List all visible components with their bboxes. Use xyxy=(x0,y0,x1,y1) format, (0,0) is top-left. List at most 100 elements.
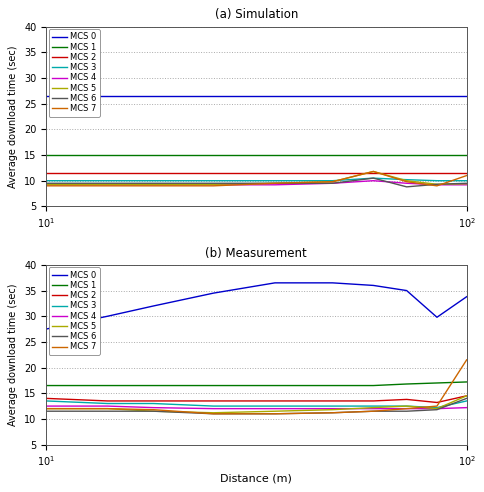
MCS 2 xyxy=(464,170,469,176)
MCS 7 xyxy=(151,183,156,189)
Line: MCS 0: MCS 0 xyxy=(46,283,467,329)
Legend: MCS 0, MCS 1, MCS 2, MCS 3, MCS 4, MCS 5, MCS 6, MCS 7: MCS 0, MCS 1, MCS 2, MCS 3, MCS 4, MCS 5… xyxy=(48,29,100,117)
MCS 5 xyxy=(211,410,216,416)
Line: MCS 5: MCS 5 xyxy=(46,396,467,413)
MCS 3 xyxy=(464,398,469,404)
Line: MCS 3: MCS 3 xyxy=(46,178,467,181)
MCS 0 xyxy=(211,290,216,296)
MCS 3 xyxy=(211,178,216,184)
MCS 5 xyxy=(434,182,440,187)
MCS 0 xyxy=(464,93,469,99)
MCS 5 xyxy=(404,403,409,409)
MCS 1 xyxy=(330,383,335,389)
MCS 7 xyxy=(464,357,469,363)
MCS 3 xyxy=(211,403,216,409)
MCS 0 xyxy=(211,93,216,99)
MCS 5 xyxy=(272,408,278,414)
MCS 2 xyxy=(151,170,156,176)
Y-axis label: Average download time (sec): Average download time (sec) xyxy=(8,45,18,188)
MCS 4 xyxy=(434,182,440,188)
MCS 2 xyxy=(211,398,216,404)
MCS 4 xyxy=(151,182,156,188)
MCS 4 xyxy=(43,403,49,409)
MCS 4 xyxy=(272,182,278,188)
MCS 7 xyxy=(43,406,49,412)
MCS 6 xyxy=(211,411,216,417)
MCS 4 xyxy=(404,180,409,186)
MCS 5 xyxy=(43,406,49,412)
MCS 3 xyxy=(330,403,335,409)
MCS 7 xyxy=(434,403,440,409)
MCS 2 xyxy=(434,400,440,405)
MCS 6 xyxy=(330,180,335,186)
MCS 6 xyxy=(43,408,49,414)
MCS 3 xyxy=(43,398,49,404)
MCS 5 xyxy=(105,182,110,187)
MCS 3 xyxy=(43,178,49,184)
MCS 4 xyxy=(105,182,110,188)
MCS 3 xyxy=(330,178,335,184)
MCS 7 xyxy=(43,183,49,189)
MCS 0 xyxy=(43,326,49,332)
MCS 5 xyxy=(151,182,156,187)
MCS 4 xyxy=(43,182,49,188)
MCS 7 xyxy=(211,183,216,189)
MCS 6 xyxy=(330,410,335,416)
MCS 1 xyxy=(43,152,49,158)
MCS 4 xyxy=(151,405,156,411)
MCS 1 xyxy=(43,383,49,389)
MCS 2 xyxy=(330,170,335,176)
MCS 0 xyxy=(151,303,156,309)
MCS 3 xyxy=(272,403,278,409)
MCS 6 xyxy=(272,411,278,417)
MCS 3 xyxy=(151,400,156,406)
MCS 6 xyxy=(370,408,376,414)
MCS 6 xyxy=(434,407,440,413)
MCS 5 xyxy=(330,407,335,413)
MCS 0 xyxy=(151,93,156,99)
MCS 4 xyxy=(464,405,469,411)
MCS 1 xyxy=(151,383,156,389)
MCS 6 xyxy=(43,180,49,186)
MCS 7 xyxy=(404,179,409,184)
MCS 7 xyxy=(272,180,278,186)
MCS 2 xyxy=(464,393,469,399)
MCS 6 xyxy=(211,180,216,186)
MCS 3 xyxy=(404,177,409,183)
MCS 4 xyxy=(211,182,216,188)
MCS 4 xyxy=(370,178,376,184)
MCS 5 xyxy=(464,181,469,187)
MCS 6 xyxy=(434,182,440,187)
Line: MCS 5: MCS 5 xyxy=(46,171,467,184)
MCS 3 xyxy=(370,175,376,181)
MCS 3 xyxy=(434,405,440,411)
MCS 3 xyxy=(370,403,376,409)
MCS 0 xyxy=(105,93,110,99)
MCS 1 xyxy=(105,383,110,389)
MCS 1 xyxy=(211,152,216,158)
MCS 7 xyxy=(105,406,110,412)
MCS 1 xyxy=(370,383,376,389)
MCS 4 xyxy=(370,406,376,412)
MCS 2 xyxy=(370,170,376,176)
MCS 1 xyxy=(272,383,278,389)
MCS 7 xyxy=(370,168,376,174)
MCS 4 xyxy=(464,182,469,188)
Legend: MCS 0, MCS 1, MCS 2, MCS 3, MCS 4, MCS 5, MCS 6, MCS 7: MCS 0, MCS 1, MCS 2, MCS 3, MCS 4, MCS 5… xyxy=(48,267,100,355)
MCS 3 xyxy=(434,178,440,184)
MCS 1 xyxy=(151,152,156,158)
MCS 6 xyxy=(404,408,409,414)
MCS 6 xyxy=(105,180,110,186)
MCS 1 xyxy=(434,152,440,158)
Title: (b) Measurement: (b) Measurement xyxy=(206,246,307,260)
MCS 7 xyxy=(370,408,376,414)
MCS 1 xyxy=(211,383,216,389)
Line: MCS 1: MCS 1 xyxy=(46,382,467,386)
MCS 1 xyxy=(404,152,409,158)
MCS 7 xyxy=(105,183,110,189)
MCS 5 xyxy=(404,178,409,184)
MCS 0 xyxy=(272,280,278,286)
MCS 2 xyxy=(370,398,376,404)
MCS 1 xyxy=(330,152,335,158)
MCS 0 xyxy=(330,280,335,286)
